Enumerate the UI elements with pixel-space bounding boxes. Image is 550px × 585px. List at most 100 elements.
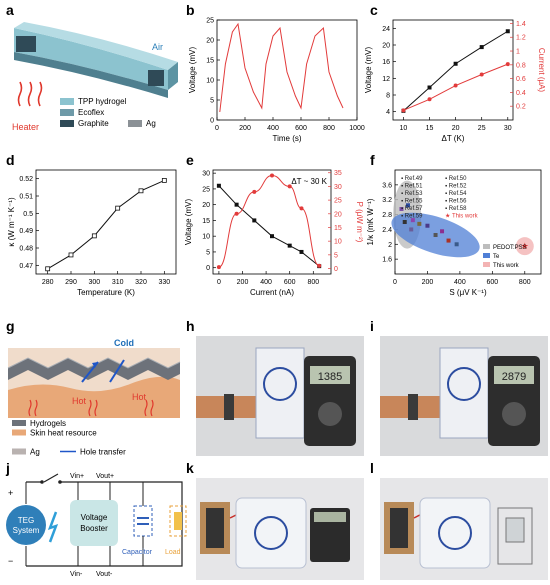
teg-label: TEG — [18, 516, 34, 525]
x-axis-label: ΔT (K) — [442, 134, 465, 143]
y-tick-label: 0.51 — [19, 194, 33, 201]
y-tick-label: 24 — [382, 26, 390, 33]
y2-tick-label: 0 — [334, 266, 338, 273]
voltage-point — [427, 85, 432, 90]
legend-label: Ag — [30, 448, 40, 457]
ref-point — [417, 221, 422, 226]
voltage-point — [287, 243, 292, 248]
chart-d: 280 290 300 310 320 330 0.47 0.48 0.49 0.5 0.51 0.5… — [7, 169, 177, 297]
x-tick-label: 280 — [42, 279, 54, 286]
this-work-region — [515, 237, 534, 256]
y-tick-label: 0.48 — [19, 246, 33, 253]
voltage-point — [216, 183, 221, 188]
y-tick-label: 3.6 — [382, 182, 392, 189]
voltage-point — [234, 202, 239, 207]
current-point — [479, 72, 484, 77]
load-resistor — [174, 512, 182, 530]
x-tick-label: 320 — [135, 279, 147, 286]
x-tick-label: 600 — [284, 279, 296, 286]
hot-label-1: Hot — [72, 396, 87, 406]
y-tick-label: 4 — [386, 109, 390, 116]
legend-swatch — [12, 420, 26, 426]
voltage-point — [453, 61, 458, 66]
y-tick-label: 12 — [382, 76, 390, 83]
legend-region-label: Te — [493, 254, 500, 260]
power-curve — [218, 174, 320, 268]
legend-ref: ★ This work — [445, 213, 479, 220]
ref-point — [433, 233, 438, 237]
y2-tick-label: 1.4 — [516, 21, 526, 28]
chart-f: 0 200 400 600 800 1.6 2 2.4 2.8 3.2 3.6 S (μV K⁻¹) 1… — [366, 169, 542, 297]
system-label: System — [13, 526, 40, 535]
multimeter-reading: 1385 — [318, 371, 342, 383]
university-logo-icon — [254, 516, 288, 550]
voltage-series-line — [219, 22, 344, 113]
kappa-point — [91, 233, 97, 239]
photo-i: 2879 — [380, 336, 548, 456]
y2-tick-label: 35 — [334, 170, 342, 177]
chart-c: 10 15 20 25 30 4 8 12 16 20 24 ΔT (K) Voltage (mV) 0.… — [365, 19, 546, 143]
legend-label: Graphite — [78, 119, 109, 128]
legend-swatch — [60, 98, 74, 105]
ref-point — [409, 227, 414, 232]
x-tick-label: 10 — [400, 125, 408, 132]
heater-label: Heater — [12, 122, 39, 132]
graphite-right — [148, 70, 164, 86]
teg-module — [390, 508, 408, 548]
x-tick-label: 200 — [422, 279, 434, 286]
hole-arrowhead-1 — [92, 362, 98, 368]
x-tick-label: 310 — [112, 279, 124, 286]
current-point — [427, 97, 432, 102]
y2-tick-label: 0.6 — [516, 76, 526, 83]
delta-t-annotation: ΔT ~ 30 K — [291, 177, 327, 186]
y2-tick-label: 30 — [334, 184, 342, 191]
photo-k-scene — [200, 497, 350, 569]
plus-label: + — [8, 488, 13, 498]
legend-ref: ▪ Ref.54 — [445, 191, 467, 197]
panel-label-a: a — [6, 2, 14, 18]
x-tick-label: 0 — [217, 279, 221, 286]
power-point — [317, 263, 322, 268]
vin-plus-label: Vin+ — [70, 473, 84, 480]
x-tick-label: 0 — [215, 125, 219, 132]
multimeter-dial — [502, 402, 526, 426]
multimeter-reading: 2879 — [502, 371, 526, 383]
ref-point — [446, 238, 451, 243]
plot-frame — [212, 169, 332, 275]
kappa-point — [68, 252, 74, 258]
kappa-point — [138, 188, 144, 194]
x-tick-label: 30 — [504, 125, 512, 132]
thermometer-card — [497, 507, 533, 565]
legend-label: Ag — [146, 119, 156, 128]
legend-label: TPP hydrogel — [78, 97, 127, 106]
skin-layer — [8, 376, 180, 418]
minus-label: − — [8, 556, 13, 566]
ref-point — [399, 207, 404, 211]
lightning-icon — [47, 511, 59, 543]
university-logo-icon — [438, 516, 472, 550]
y-tick-label: 20 — [382, 43, 390, 50]
air-label: Air — [152, 42, 163, 52]
legend-ref: ▪ Ref.49 — [401, 176, 423, 182]
y2-axis-label: Current (μA) — [537, 48, 546, 93]
circuit-board-card — [419, 497, 491, 569]
voltage-line — [218, 185, 320, 267]
multimeter-dial — [318, 402, 342, 426]
voltage-point — [252, 218, 257, 223]
y-tick-label: 8 — [386, 93, 390, 100]
this-work-star: ★ — [521, 241, 529, 251]
legend-label: Skin heat resource — [30, 429, 97, 438]
y-tick-label: 20 — [202, 202, 210, 209]
y2-tick-label: 10 — [334, 239, 342, 246]
panel-label-i: i — [370, 318, 374, 334]
switch-contact-2 — [58, 480, 62, 484]
y-tick-label: 0.49 — [19, 228, 33, 235]
y2-tick-label: 1 — [516, 49, 520, 56]
panel-label-f: f — [370, 152, 375, 168]
legend-ref: ▪ Ref.55 — [401, 199, 423, 205]
ecoflex-layer — [14, 52, 168, 98]
panel-label-l: l — [370, 460, 374, 476]
y-tick-label: 5 — [206, 249, 210, 256]
y-tick-label: 30 — [202, 171, 210, 178]
